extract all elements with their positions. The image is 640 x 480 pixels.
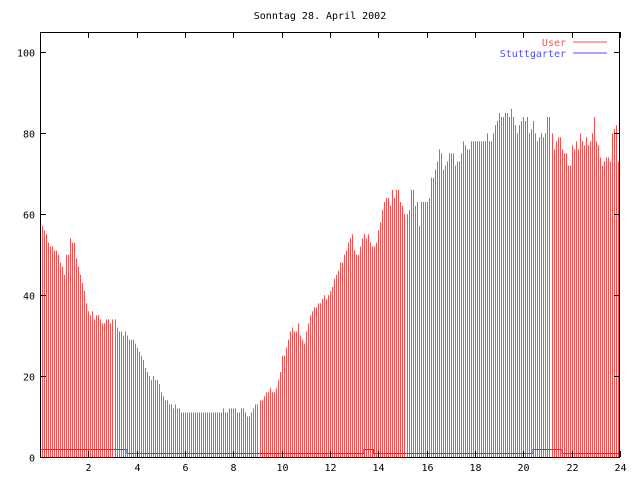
y-tick-label: 40 xyxy=(23,292,35,303)
y-tick-label: 0 xyxy=(29,454,35,465)
y-tick-label: 80 xyxy=(23,130,35,141)
x-tick-label: 12 xyxy=(324,463,336,474)
legend-label-user: User xyxy=(542,38,566,49)
chart-title: Sonntag 28. April 2002 xyxy=(254,11,386,22)
legend-label-stuttgarter: Stuttgarter xyxy=(500,49,566,60)
x-tick-label: 22 xyxy=(566,463,578,474)
x-tick-label: 14 xyxy=(372,463,384,474)
y-tick-label: 100 xyxy=(17,49,35,60)
legend: User Stuttgarter xyxy=(500,38,607,60)
x-tick-label: 18 xyxy=(469,463,481,474)
x-tick-label: 2 xyxy=(85,463,91,474)
stuttgarter-series-line xyxy=(40,449,620,454)
user-impulses xyxy=(40,108,619,457)
stuttgarter-line xyxy=(40,449,620,454)
y-tick-label: 20 xyxy=(23,373,35,384)
y-tick-label: 60 xyxy=(23,211,35,222)
x-tick-label: 8 xyxy=(230,463,236,474)
x-tick-label: 24 xyxy=(614,463,626,474)
x-tick-label: 10 xyxy=(276,463,288,474)
x-tick-label: 16 xyxy=(421,463,433,474)
x-tick-label: 20 xyxy=(517,463,529,474)
x-tick-label: 6 xyxy=(182,463,188,474)
x-tick-label: 4 xyxy=(134,463,140,474)
